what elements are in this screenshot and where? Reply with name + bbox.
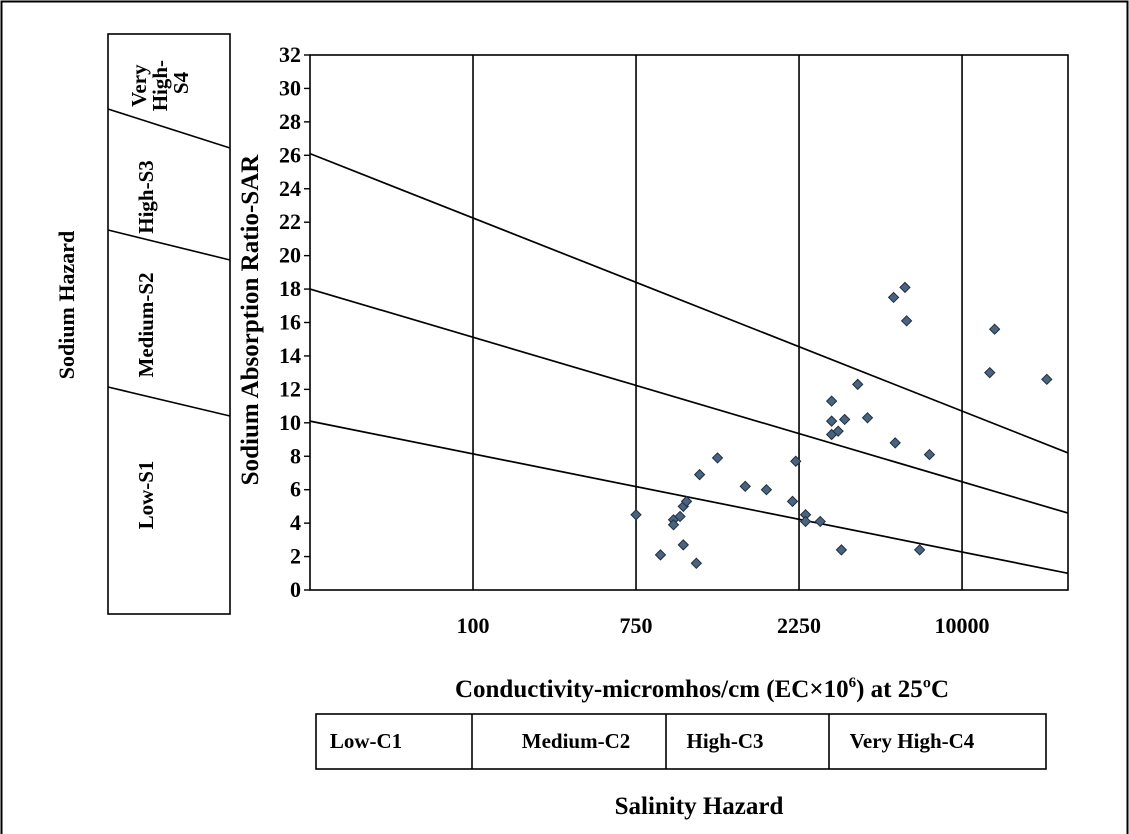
y-tick-label: 16 <box>279 310 301 335</box>
data-point <box>825 415 838 427</box>
y-tick-label: 2 <box>290 544 301 569</box>
data-point <box>923 448 936 461</box>
data-point <box>739 480 751 493</box>
salinity-class-c3: High-C3 <box>686 729 763 753</box>
y-axis-title: Sodium Absorption Ratio-SAR <box>237 154 264 486</box>
y-tick-label: 24 <box>279 176 301 201</box>
sodium-band-divider <box>107 108 231 149</box>
classification-line <box>309 152 1069 454</box>
plot-area: 100 750 2250 100000246810121416182022242628… <box>279 42 1069 638</box>
y-tick-label: 8 <box>290 443 301 468</box>
sodium-band-label-s2: Medium-S2 <box>134 273 158 378</box>
data-point <box>711 452 724 464</box>
data-point <box>838 413 851 426</box>
data-point <box>690 557 703 569</box>
y-tick-label: 28 <box>279 109 301 134</box>
data-point <box>852 378 864 391</box>
x-tick-label: 100 <box>457 613 490 638</box>
y-tick-label: 10 <box>279 410 301 435</box>
data-point <box>667 519 680 531</box>
salinity-class-c2: Medium-C2 <box>522 729 631 753</box>
data-point <box>693 468 706 481</box>
data-point <box>674 510 686 523</box>
x-tick-label: 10000 <box>935 613 990 638</box>
y-tick-label: 26 <box>279 142 301 167</box>
x-axis-title: Conductivity-micromhos/cm (EC×106) at 25… <box>455 675 949 703</box>
x-tick-label: 750 <box>620 613 653 638</box>
sodium-hazard-title: Sodium Hazard <box>54 231 79 380</box>
y-tick-label: 32 <box>279 42 301 67</box>
y-tick-label: 6 <box>290 477 301 502</box>
y-tick-label: 0 <box>290 577 301 602</box>
data-point <box>835 544 848 556</box>
data-point <box>630 509 642 521</box>
data-point <box>1041 373 1053 386</box>
classification-line <box>309 288 1069 514</box>
salinity-class-c4: Very High-C4 <box>850 729 975 753</box>
data-point <box>889 437 901 449</box>
sodium-hazard-box: Low-S1 Medium-S2 High-S3 Very High- S4 <box>107 33 231 615</box>
y-tick-label: 30 <box>279 75 301 100</box>
y-tick-label: 18 <box>279 276 301 301</box>
sodium-band-divider <box>107 229 231 261</box>
data-point <box>913 544 926 556</box>
data-point <box>814 515 826 528</box>
data-point <box>680 495 693 508</box>
sodium-hazard-box-border <box>107 33 231 615</box>
data-point <box>988 323 1001 335</box>
sodium-band-label-s3: High-S3 <box>134 160 158 234</box>
sodium-band-label-s4: Very High- S4 <box>127 55 193 112</box>
data-point <box>760 483 773 496</box>
sodium-band-label-s1: Low-S1 <box>134 461 158 530</box>
classification-line <box>309 420 1069 575</box>
data-point <box>899 281 911 294</box>
y-tick-label: 4 <box>290 510 301 535</box>
data-point <box>786 495 799 508</box>
x-tick-label: 2250 <box>777 613 821 638</box>
salinity-hazard-title: Salinity Hazard <box>615 793 784 820</box>
data-point <box>790 455 802 467</box>
data-point <box>654 549 667 561</box>
y-tick-label: 20 <box>279 243 301 268</box>
salinity-class-c1: Low-C1 <box>330 729 402 753</box>
y-tick-label: 22 <box>279 209 301 234</box>
sodium-band-divider <box>107 386 231 417</box>
data-point <box>832 425 844 437</box>
data-point <box>900 315 913 327</box>
data-point <box>677 539 690 551</box>
data-point <box>887 291 900 304</box>
y-tick-label: 14 <box>279 343 301 368</box>
y-tick-label: 12 <box>279 376 301 401</box>
salinity-hazard-box: Low-C1 Medium-C2 High-C3 Very High-C4 <box>315 713 1047 770</box>
data-point <box>799 515 812 528</box>
data-point <box>825 395 838 407</box>
data-point <box>861 412 874 424</box>
data-point <box>984 366 996 379</box>
salinity-hazard-box-border <box>315 713 1047 770</box>
